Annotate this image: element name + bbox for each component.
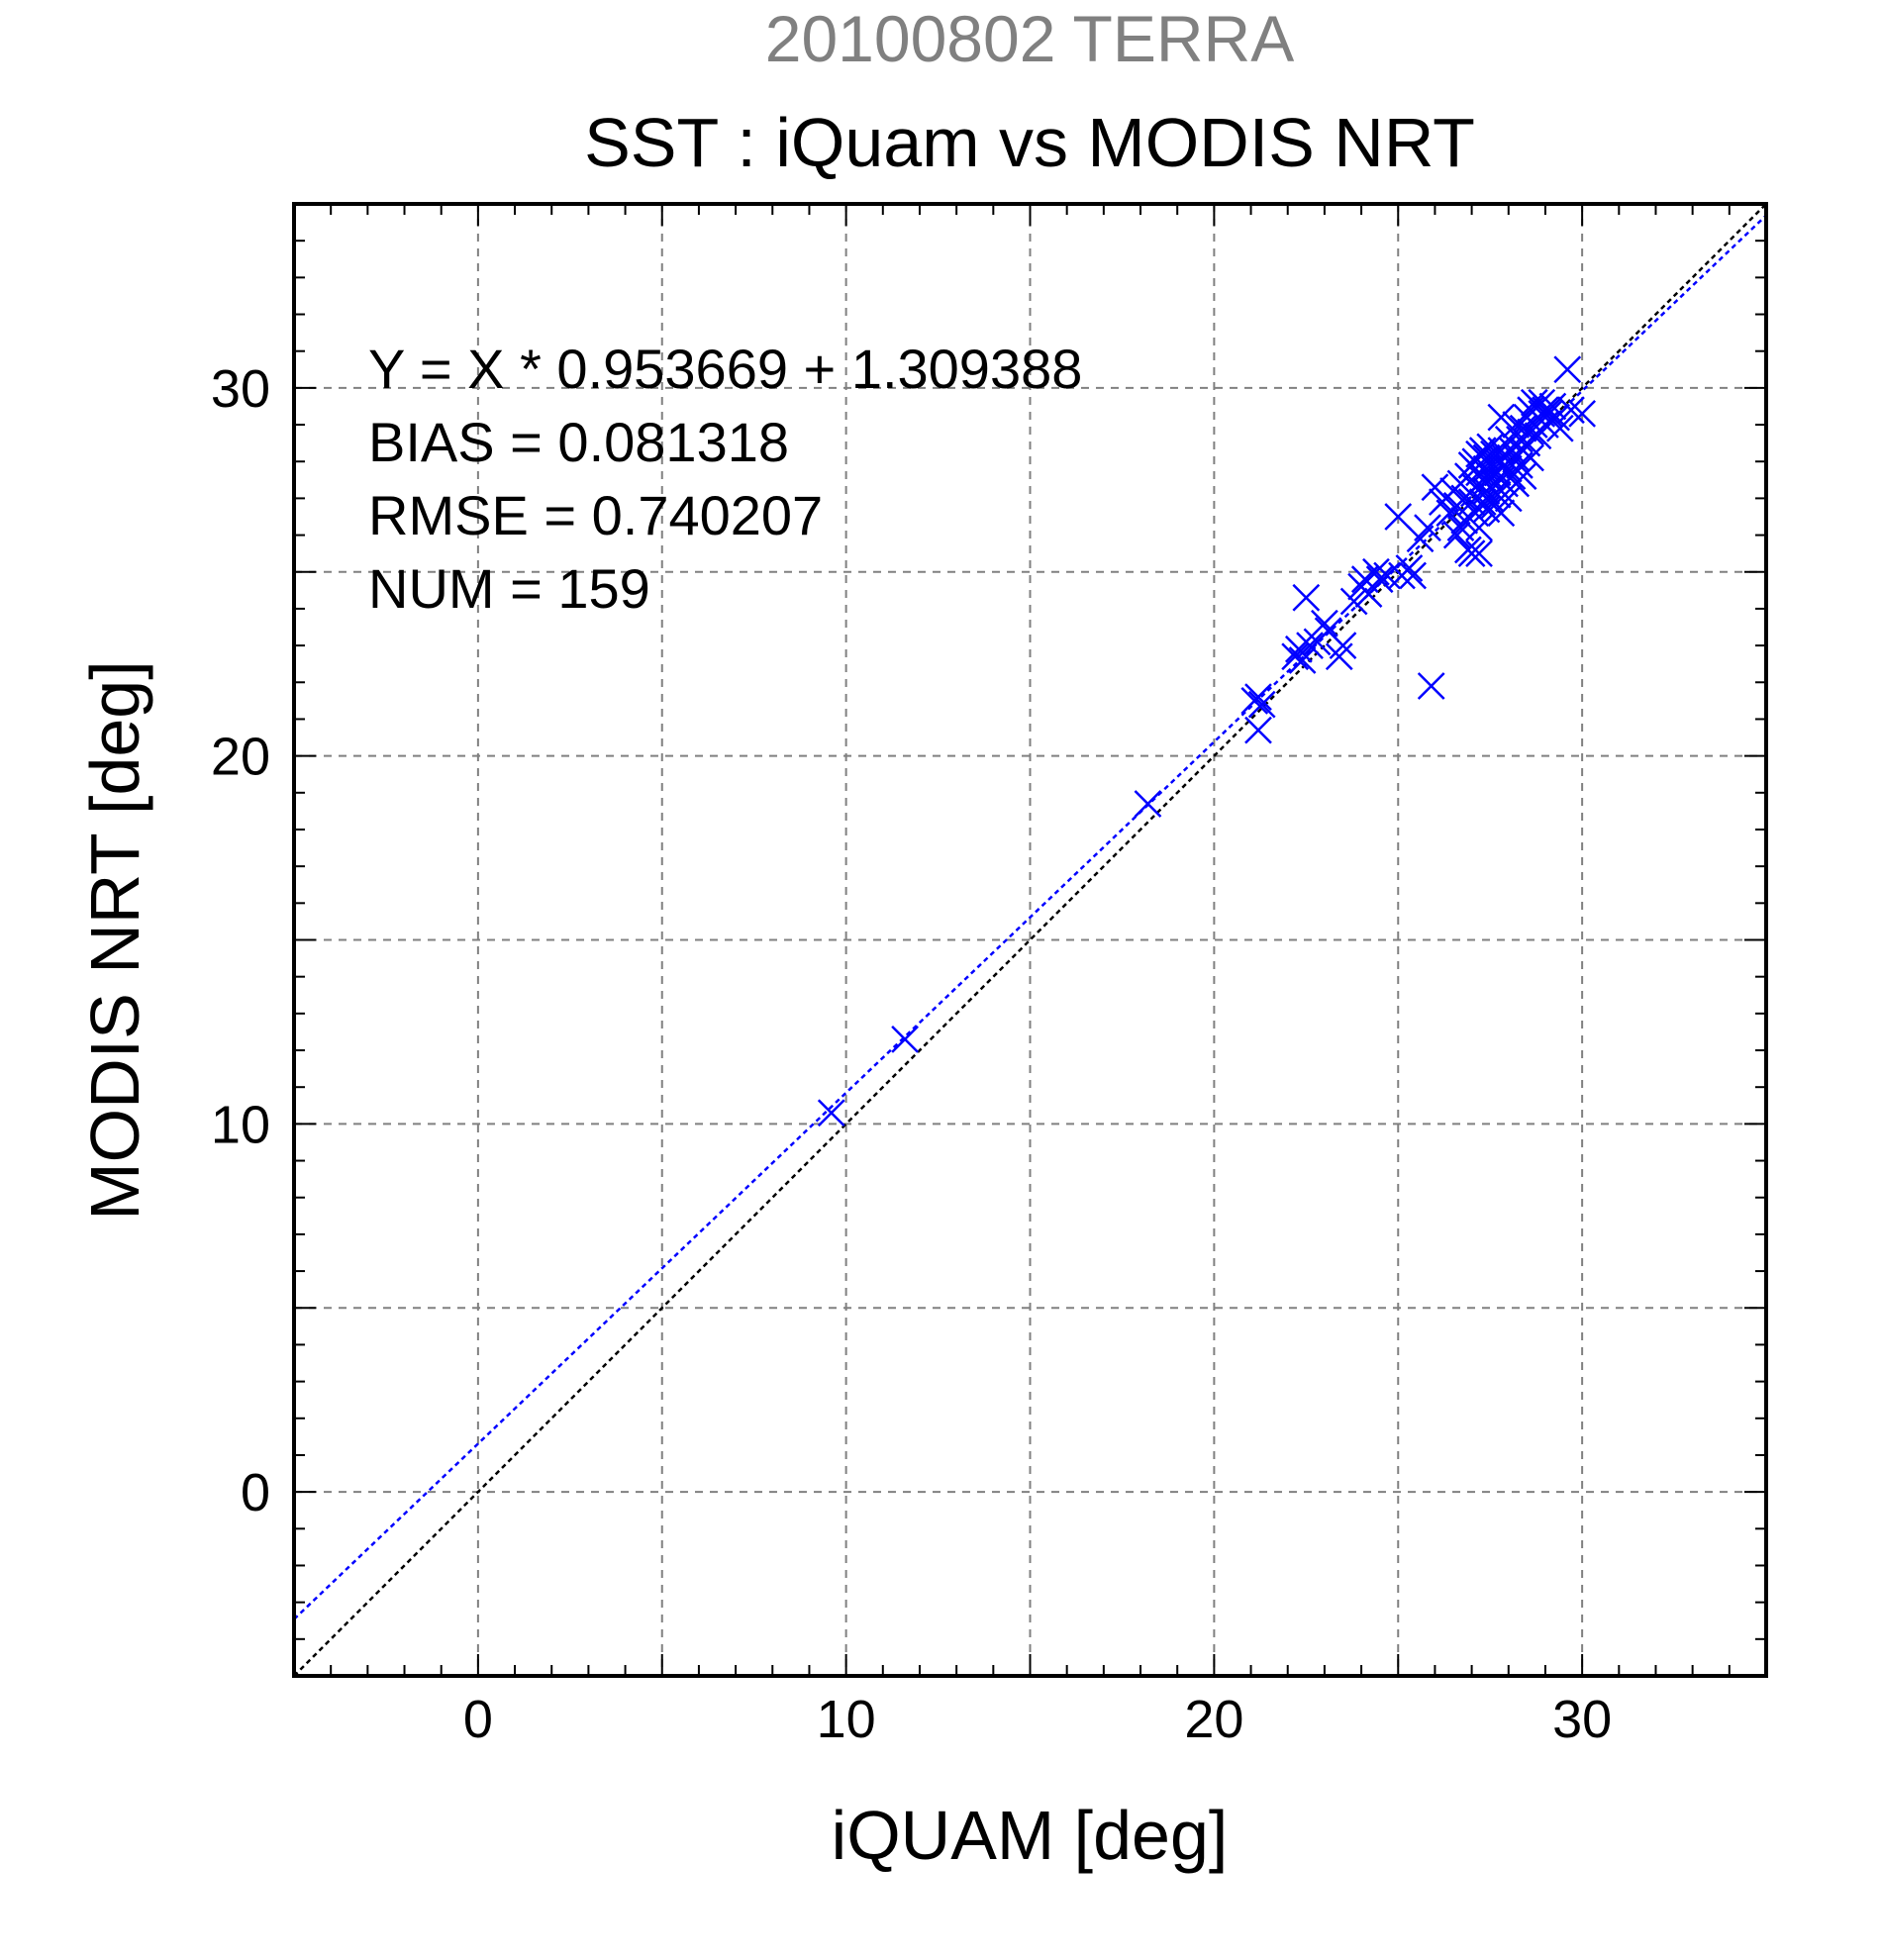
data-point [1487,499,1516,528]
x-tick-label: 10 [817,1690,876,1749]
data-point [1339,587,1368,616]
data-point [1568,400,1597,428]
data-point [1288,646,1317,674]
data-point [1545,414,1574,442]
data-point [1284,635,1313,663]
chart-supertitle: 20100802 TERRA [765,2,1294,75]
data-point [1465,514,1493,542]
data-points [817,355,1597,1127]
data-point [1465,539,1493,568]
data-point [1476,462,1505,490]
data-point [1468,488,1497,517]
stats-fit-equation: Y = X * 0.953669 + 1.309388 [368,338,1082,400]
data-point [1365,565,1394,594]
data-point [1362,557,1390,586]
y-axis-label: MODIS NRT [deg] [76,660,153,1220]
data-point [1534,400,1563,428]
data-point [1373,561,1401,590]
data-point [1517,443,1544,472]
y-tick-label: 30 [211,359,270,419]
data-point [1417,672,1445,700]
data-point [1538,392,1567,421]
data-point [1399,561,1428,590]
y-tick-label: 10 [211,1095,270,1154]
data-point [1395,554,1424,582]
data-point [1281,642,1310,671]
data-point [1247,690,1276,719]
x-tick-labels: 0 10 20 30 [463,1690,1612,1749]
stats-bias: BIAS = 0.081318 [368,411,789,473]
data-point [1442,521,1471,549]
stats-count: NUM = 159 [368,557,650,620]
x-axis-label: iQUAM [deg] [832,1797,1229,1874]
data-point [1509,462,1537,490]
data-point [1311,609,1338,637]
data-point [1542,403,1570,432]
data-point [1244,716,1272,744]
y-tick-label: 20 [211,728,270,787]
stats-rmse: RMSE = 0.740207 [368,484,823,546]
grid-lines [294,204,1766,1676]
data-point [1457,539,1486,568]
plot-frame [292,202,1768,1678]
data-point [891,1025,919,1053]
data-point [1296,632,1324,659]
data-point [1414,514,1441,542]
data-point [1244,683,1272,712]
y-tick-label: 0 [241,1463,270,1522]
y-tick-labels: 0 10 20 30 [211,359,270,1522]
data-point [1487,403,1516,432]
data-point [1494,426,1523,453]
data-point [1134,790,1162,818]
x-tick-label: 30 [1552,1690,1612,1749]
x-tick-label: 0 [463,1690,493,1749]
data-point [1557,396,1585,425]
data-point [1553,355,1582,384]
stats-box: Y = X * 0.953669 + 1.309388 BIAS = 0.081… [368,338,1082,620]
data-point [1329,632,1357,659]
data-point [1325,642,1353,671]
data-point [1494,484,1523,513]
chart-title: SST : iQuam vs MODIS NRT [584,104,1475,181]
data-point [1476,433,1505,461]
data-point [1384,503,1413,531]
x-tick-label: 20 [1184,1690,1243,1749]
data-point [817,1099,845,1127]
data-point [1292,583,1321,612]
